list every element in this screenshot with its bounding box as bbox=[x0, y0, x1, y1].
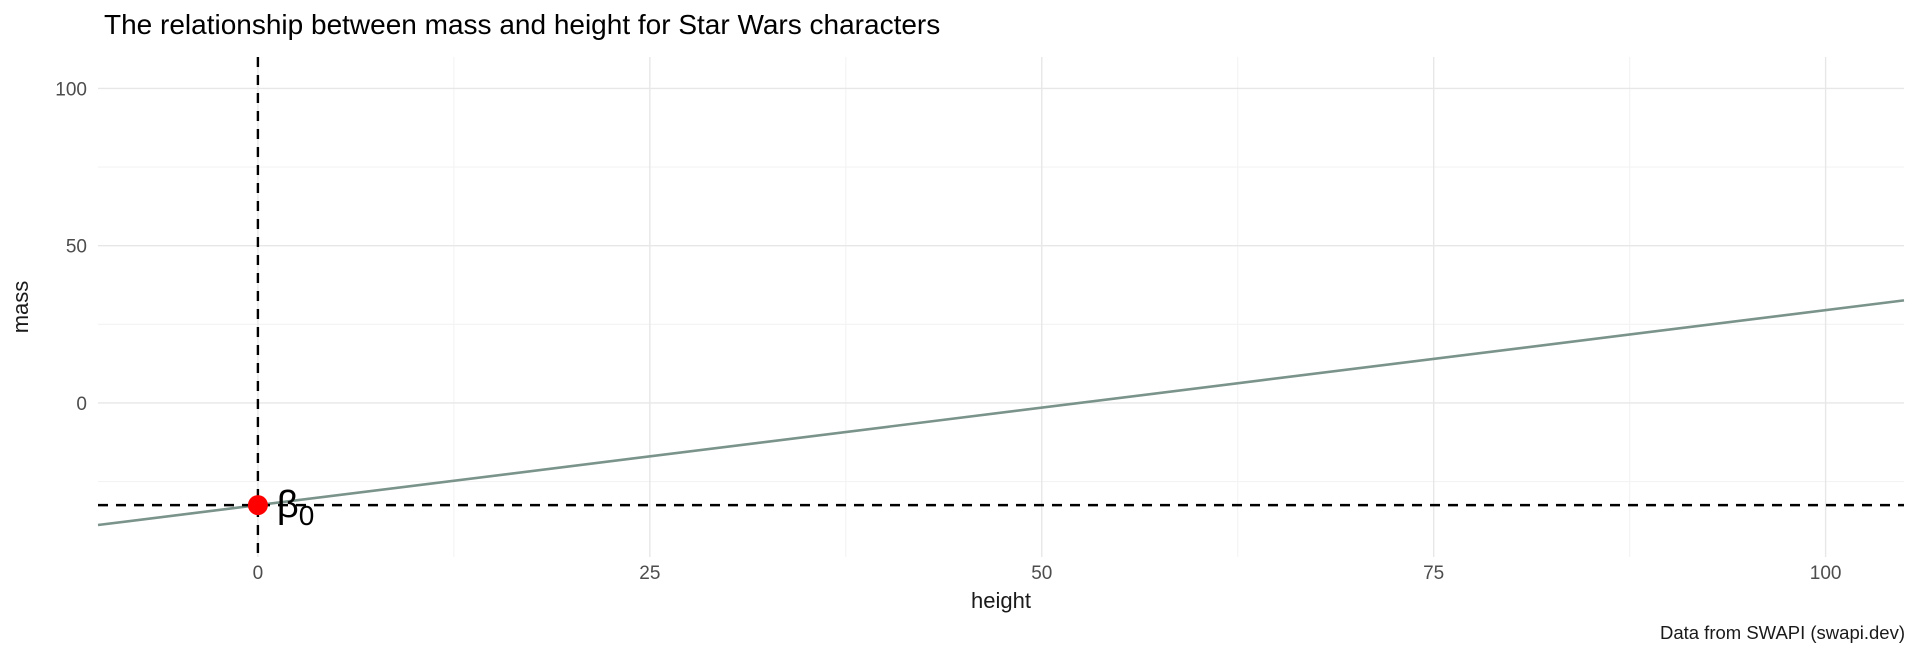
y-axis-label: mass bbox=[8, 281, 33, 334]
grid-minor-lines bbox=[98, 57, 1904, 557]
x-tick-label: 75 bbox=[1423, 563, 1444, 584]
grid-major-lines bbox=[98, 57, 1904, 557]
regression-line bbox=[97, 299, 1905, 527]
x-axis-label: height bbox=[971, 588, 1031, 613]
x-tick-label: 100 bbox=[1810, 563, 1842, 584]
x-tick-label: 50 bbox=[1031, 563, 1052, 584]
plot-marks: β0 bbox=[97, 57, 1905, 557]
y-tick-label: 0 bbox=[76, 394, 87, 415]
x-tick-label: 25 bbox=[639, 563, 660, 584]
chart-caption: Data from SWAPI (swapi.dev) bbox=[1659, 622, 1905, 643]
chart-title: The relationship between mass and height… bbox=[104, 9, 941, 40]
intercept-point bbox=[247, 495, 268, 516]
intercept-annotation-label: β0 bbox=[277, 484, 314, 531]
y-tick-label: 100 bbox=[55, 79, 87, 100]
x-tick-label: 0 bbox=[253, 563, 264, 584]
axis-tick-labels: 0 25 50 75 100 0 50 100 bbox=[55, 79, 1841, 584]
y-tick-label: 50 bbox=[66, 237, 87, 258]
